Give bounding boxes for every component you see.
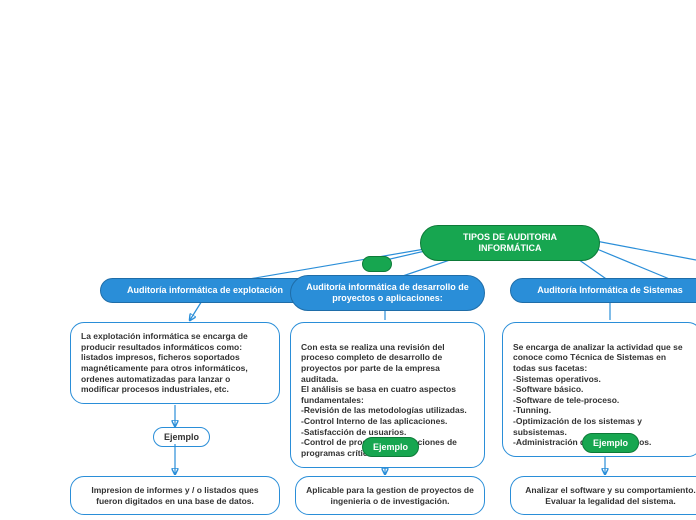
branch1-example-label-text: Ejemplo	[164, 432, 199, 442]
branch1-example-content: Impresion de informes y / o listados que…	[91, 485, 258, 506]
branch3-desc-text: Se encarga de analizar la actividad que …	[513, 342, 683, 448]
branch2-example-label[interactable]: Ejemplo	[362, 437, 419, 457]
root-node[interactable]: TIPOS DE AUDITORIA INFORMÁTICA	[420, 225, 600, 261]
branch3-title[interactable]: Auditoría Informática de Sistemas	[510, 278, 696, 303]
branch2-example-content: Aplicable para la gestion de proyectos d…	[306, 485, 474, 506]
branch2-example-label-text: Ejemplo	[373, 442, 408, 452]
branch2-example-text: Aplicable para la gestion de proyectos d…	[295, 476, 485, 515]
branch3-example-label-text: Ejemplo	[593, 438, 628, 448]
branch3-example-content: Analizar el software y su comportamiento…	[525, 485, 696, 506]
branch1-title-label: Auditoría informática de explotación	[127, 285, 283, 295]
branch2-title[interactable]: Auditoría informática de desarrollo de p…	[290, 275, 485, 311]
small-green-node[interactable]	[362, 256, 392, 272]
root-label: TIPOS DE AUDITORIA INFORMÁTICA	[463, 232, 557, 253]
branch1-title[interactable]: Auditoría informática de explotación	[100, 278, 310, 303]
branch1-example-label[interactable]: Ejemplo	[153, 427, 210, 447]
branch3-example-text: Analizar el software y su comportamiento…	[510, 476, 696, 515]
branch1-example-text: Impresion de informes y / o listados que…	[70, 476, 280, 515]
branch2-title-label: Auditoría informática de desarrollo de p…	[306, 282, 469, 303]
branch1-desc: La explotación informática se encarga de…	[70, 322, 280, 404]
branch3-title-label: Auditoría Informática de Sistemas	[537, 285, 683, 295]
branch1-desc-text: La explotación informática se encarga de…	[81, 331, 248, 394]
branch3-example-label[interactable]: Ejemplo	[582, 433, 639, 453]
